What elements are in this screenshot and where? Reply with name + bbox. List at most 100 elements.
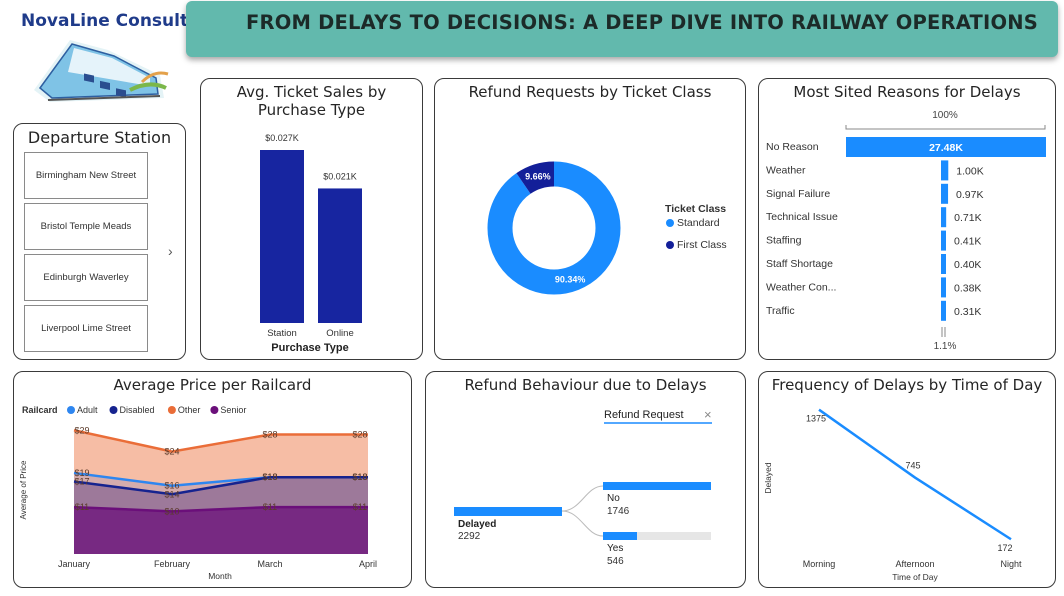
data-label: 0.40K — [954, 259, 981, 271]
legend-marker — [167, 406, 176, 414]
legend-item[interactable]: First Class — [677, 239, 727, 251]
legend-marker — [109, 406, 118, 414]
data-label: 0.97K — [956, 189, 983, 201]
x-axis-title: Purchase Type — [271, 342, 348, 354]
delay-reasons-panel: Most Sited Reasons for Delays 100% No Re… — [758, 78, 1056, 360]
series-line-senior[interactable] — [73, 505, 368, 513]
slice-label: 90.34% — [555, 275, 586, 285]
branch-label: No — [607, 493, 620, 504]
slicer-item-label: Birmingham New Street — [35, 170, 137, 181]
panel-title-line1: Avg. Ticket Sales by — [236, 83, 387, 101]
legend-item[interactable]: Senior — [220, 405, 246, 415]
funnel-bar[interactable] — [941, 207, 947, 228]
slicer-item-label: Bristol Temple Meads — [40, 221, 132, 232]
data-label: 0.41K — [954, 236, 981, 248]
delay-line[interactable] — [818, 408, 1012, 541]
series-line-other[interactable] — [73, 429, 368, 453]
slicer-item-label: Edinburgh Waverley — [43, 272, 129, 283]
panel-title: Frequency of Delays by Time of Day — [771, 376, 1043, 394]
x-axis-title: Time of Day — [892, 572, 938, 582]
x-axis-title: Month — [208, 571, 232, 581]
connector — [561, 510, 604, 537]
slicer-item-edinburgh[interactable]: Edinburgh Waverley — [24, 254, 148, 301]
legend-marker — [67, 406, 75, 414]
legend-item[interactable]: Other — [178, 405, 201, 415]
data-label: 0.71K — [954, 212, 981, 224]
ticket-sales-panel: Avg. Ticket Sales by Purchase Type $0.02… — [200, 78, 423, 360]
data-label: $18 — [262, 472, 277, 482]
category-label: Technical Issue — [766, 211, 838, 223]
filter-label[interactable]: Refund Request — [604, 409, 684, 421]
legend-marker — [666, 241, 674, 249]
branch-value: 546 — [607, 556, 624, 567]
category-label: Signal Failure — [766, 188, 830, 200]
y-axis-title: Delayed — [763, 462, 773, 493]
slicer-item-label: Liverpool Lime Street — [41, 323, 131, 334]
chevron-right-icon[interactable]: › — [168, 243, 173, 259]
legend-marker — [666, 219, 674, 227]
legend-item[interactable]: Disabled — [120, 405, 155, 415]
data-label: 745 — [905, 461, 920, 471]
time-of-day-panel: Frequency of Delays by Time of Day 1375 M… — [758, 371, 1056, 588]
bar-station[interactable] — [260, 150, 304, 323]
series-line-disabled[interactable] — [73, 475, 368, 496]
area-senior — [74, 507, 368, 554]
slicer-item-liverpool[interactable]: Liverpool Lime Street — [24, 305, 148, 352]
x-tick-label: Morning — [803, 559, 836, 569]
branch-label: Yes — [607, 543, 623, 554]
slicer-title: Departure Station — [27, 128, 172, 147]
data-label: 1.00K — [956, 165, 983, 177]
data-label: $14 — [164, 489, 179, 499]
x-tick-label: Online — [326, 328, 353, 339]
funnel-bar[interactable] — [846, 137, 1046, 157]
data-label: $24 — [164, 447, 179, 457]
panel-title: Most Sited Reasons for Delays — [793, 83, 1021, 101]
branch-track — [603, 532, 711, 540]
logo-text: NovaLine Consult — [21, 11, 189, 31]
data-label: $18 — [352, 472, 367, 482]
branch-bar-no[interactable] — [603, 482, 711, 490]
slice-label: 9.66% — [525, 171, 551, 181]
data-label: 0.38K — [954, 282, 981, 294]
funnel-bottom-label: 1.1% — [934, 341, 957, 352]
funnel-bar[interactable] — [941, 300, 946, 321]
railcard-area-chart: Railcard Adult Disabled Other Senior $29 $24… — [19, 405, 377, 581]
data-label: $11 — [263, 502, 277, 512]
bar-online[interactable] — [318, 188, 362, 323]
donut-slice-first-class[interactable] — [487, 161, 621, 295]
x-tick-label: Afternoon — [895, 559, 934, 569]
refund-class-panel: Refund Requests by Ticket Class 90.34% 9.… — [434, 78, 746, 360]
data-label: $11 — [353, 502, 367, 512]
train-logo-icon — [34, 40, 169, 102]
panel-title: Refund Behaviour due to Delays — [464, 376, 707, 394]
page-title: FROM DELAYS TO DECISIONS: A DEEP DIVE IN… — [246, 11, 1038, 34]
funnel-bar[interactable] — [941, 277, 946, 298]
branch-bar-yes[interactable] — [603, 532, 637, 540]
legend-item[interactable]: Standard — [677, 217, 720, 229]
data-label: $28 — [352, 430, 367, 440]
slicer-item-birmingham[interactable]: Birmingham New Street — [24, 152, 148, 199]
railcard-panel: Average Price per Railcard Railcard Adul… — [13, 371, 412, 588]
data-label: $18 — [352, 472, 367, 482]
slicer-item-bristol[interactable]: Bristol Temple Meads — [24, 203, 148, 250]
x-tick-label: February — [154, 559, 191, 569]
funnel-bar[interactable] — [941, 230, 946, 251]
funnel-bar[interactable] — [941, 254, 946, 274]
legend-item[interactable]: Adult — [77, 405, 98, 415]
funnel-bar[interactable] — [941, 183, 949, 204]
donut-slice-standard[interactable] — [487, 161, 621, 295]
x-tick-label: Station — [267, 328, 297, 339]
data-label: 0.31K — [954, 306, 981, 318]
legend-title: Railcard — [22, 405, 58, 415]
panel-title-line2: Purchase Type — [257, 101, 366, 119]
category-label: Weather — [766, 164, 806, 176]
x-tick-label: March — [257, 559, 282, 569]
category-label: Traffic — [766, 305, 795, 317]
close-icon[interactable]: × — [704, 407, 712, 422]
root-bar[interactable] — [454, 507, 562, 516]
x-tick-label: Night — [1000, 559, 1022, 569]
funnel-bar[interactable] — [941, 160, 949, 181]
data-label: $16 — [164, 481, 179, 491]
data-label: $10 — [164, 506, 179, 516]
delay-reasons-chart: 100% No Reason 27.48K Weather 1.00K Signal F… — [766, 110, 1046, 352]
